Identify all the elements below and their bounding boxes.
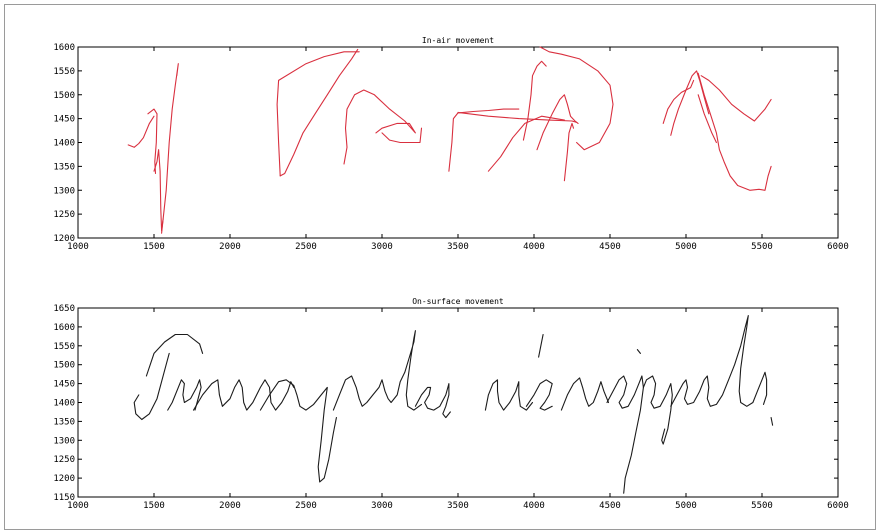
y-tick-label: 1150 — [53, 493, 75, 503]
y-tick-label: 1400 — [53, 399, 75, 409]
series-group-on-surface — [133, 315, 774, 494]
stroke-path — [700, 75, 772, 122]
y-tick-label: 1250 — [53, 210, 75, 220]
x-tick-label: 3000 — [371, 501, 393, 511]
stroke-path — [279, 48, 359, 177]
stroke-path — [770, 417, 774, 426]
on-surface-movement-plot: On-surface movement 1000 1500 2000 2500 3000… — [53, 297, 849, 511]
stroke-path — [697, 94, 717, 144]
x-tick-label: 2500 — [295, 242, 317, 252]
stroke-path — [636, 349, 641, 354]
stroke-path — [539, 46, 614, 151]
y-tick-label: 1350 — [53, 162, 75, 172]
y-tick-label: 1450 — [53, 115, 75, 125]
stroke-path — [670, 70, 710, 136]
y-tick-label: 1300 — [53, 436, 75, 446]
y-tick-label: 1250 — [53, 455, 75, 465]
x-tick-label: 4500 — [599, 501, 621, 511]
x-tick-label: 1000 — [67, 242, 89, 252]
stroke-path — [414, 383, 451, 419]
stroke-path — [662, 79, 695, 124]
plot-area-on-surface — [77, 307, 839, 498]
stroke-path — [133, 352, 170, 421]
stroke-path — [192, 379, 295, 411]
stroke-path — [522, 60, 547, 141]
y-tick-label: 1600 — [53, 323, 75, 333]
x-tick-label: 5000 — [675, 242, 697, 252]
x-tick-label: 4500 — [599, 242, 621, 252]
x-tick-label: 4000 — [523, 501, 545, 511]
y-tick-label: 1650 — [53, 304, 75, 314]
axis-ticks-in-air: 1000 1500 2000 2500 3000 3500 4000 4500 5000 5500… — [53, 43, 849, 252]
y-tick-label: 1600 — [53, 43, 75, 53]
y-tick-label: 1550 — [53, 67, 75, 77]
axis-ticks-on-surface: 1000 1500 2000 2500 3000 3500 4000 4500 5000 5500… — [53, 304, 849, 511]
x-tick-label: 2000 — [219, 501, 241, 511]
stroke-path — [448, 108, 520, 172]
stroke-path — [343, 89, 416, 165]
stroke-path — [259, 379, 337, 483]
y-tick-label: 1450 — [53, 380, 75, 390]
y-tick-label: 1300 — [53, 186, 75, 196]
stroke-path — [606, 375, 644, 494]
x-tick-label: 5500 — [751, 501, 773, 511]
x-tick-label: 2000 — [219, 242, 241, 252]
x-tick-label: 1000 — [67, 501, 89, 511]
y-tick-label: 1500 — [53, 91, 75, 101]
stroke-path — [276, 51, 360, 177]
in-air-movement-plot: In-air movement 1000 1500 2000 2500 3000 3500… — [53, 36, 849, 252]
chart-title-in-air: In-air movement — [422, 36, 494, 45]
stroke-path — [642, 375, 673, 445]
stroke-path — [127, 115, 155, 148]
stroke-path — [381, 127, 423, 144]
stroke-path — [484, 379, 534, 411]
stroke-path — [670, 315, 768, 407]
x-tick-label: 6000 — [827, 242, 849, 252]
x-tick-label: 3500 — [447, 242, 469, 252]
y-tick-label: 1200 — [53, 474, 75, 484]
stroke-path — [560, 377, 610, 411]
y-tick-label: 1500 — [53, 361, 75, 371]
x-tick-label: 5000 — [675, 501, 697, 511]
stroke-path — [332, 330, 423, 411]
x-tick-label: 4000 — [523, 242, 545, 252]
x-tick-label: 2500 — [295, 501, 317, 511]
stroke-path — [147, 108, 158, 175]
stroke-path — [487, 115, 565, 172]
plot-area-in-air — [77, 46, 839, 239]
x-tick-label: 6000 — [827, 501, 849, 511]
x-tick-label: 3000 — [371, 242, 393, 252]
x-tick-label: 5500 — [751, 242, 773, 252]
y-tick-label: 1550 — [53, 342, 75, 352]
series-group-in-air — [127, 46, 772, 234]
stroke-path — [538, 333, 544, 358]
stroke-path — [167, 379, 202, 411]
stroke-path — [161, 63, 179, 234]
x-tick-label: 1500 — [143, 242, 165, 252]
x-tick-label: 3500 — [447, 501, 469, 511]
stroke-path — [563, 122, 575, 182]
y-tick-label: 1400 — [53, 139, 75, 149]
y-tick-label: 1200 — [53, 234, 75, 244]
chart-title-on-surface: On-surface movement — [412, 297, 504, 306]
stroke-path — [536, 94, 579, 151]
stroke-path — [145, 333, 204, 377]
stroke-path — [697, 72, 772, 191]
x-tick-label: 1500 — [143, 501, 165, 511]
y-tick-label: 1350 — [53, 417, 75, 427]
stroke-path — [525, 379, 553, 411]
